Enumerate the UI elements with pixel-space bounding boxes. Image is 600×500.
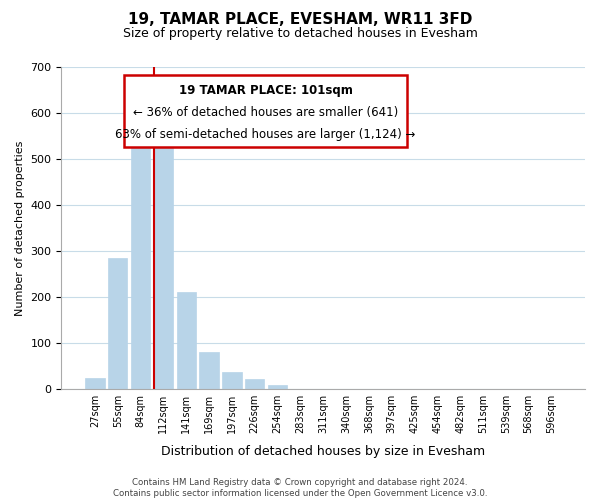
- Y-axis label: Number of detached properties: Number of detached properties: [15, 140, 25, 316]
- Bar: [268, 384, 287, 389]
- Text: 19, TAMAR PLACE, EVESHAM, WR11 3FD: 19, TAMAR PLACE, EVESHAM, WR11 3FD: [128, 12, 472, 28]
- Bar: [176, 292, 196, 389]
- Text: ← 36% of detached houses are smaller (641): ← 36% of detached houses are smaller (64…: [133, 106, 398, 119]
- Text: 19 TAMAR PLACE: 101sqm: 19 TAMAR PLACE: 101sqm: [179, 84, 353, 97]
- FancyBboxPatch shape: [124, 74, 407, 147]
- Text: 63% of semi-detached houses are larger (1,124) →: 63% of semi-detached houses are larger (…: [115, 128, 416, 141]
- Text: Size of property relative to detached houses in Evesham: Size of property relative to detached ho…: [122, 28, 478, 40]
- Bar: [199, 352, 219, 389]
- Bar: [85, 378, 104, 389]
- Bar: [108, 258, 127, 389]
- Text: Contains HM Land Registry data © Crown copyright and database right 2024.
Contai: Contains HM Land Registry data © Crown c…: [113, 478, 487, 498]
- Bar: [245, 378, 265, 389]
- Bar: [222, 372, 242, 389]
- Bar: [154, 122, 173, 389]
- X-axis label: Distribution of detached houses by size in Evesham: Distribution of detached houses by size …: [161, 444, 485, 458]
- Bar: [131, 142, 150, 389]
